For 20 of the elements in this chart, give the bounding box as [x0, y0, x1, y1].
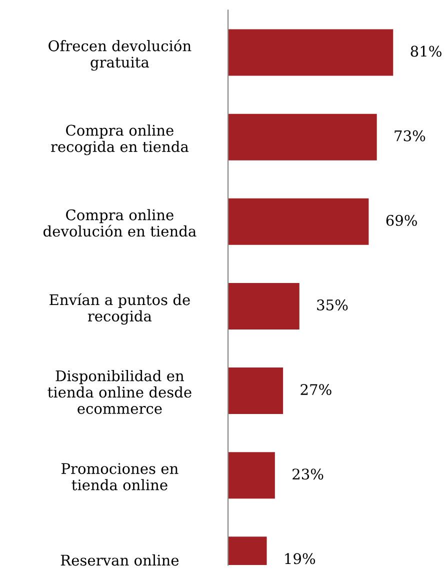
data-label: 35%: [317, 299, 348, 310]
y-tick-label: Compra online devolución en tienda: [43, 209, 196, 237]
data-label: 23%: [292, 468, 324, 480]
bar: [228, 452, 275, 499]
bar: [228, 368, 284, 414]
y-tick-label: Disponibilidad en tienda online desde ecommerce: [48, 370, 192, 414]
data-label: 27%: [300, 384, 332, 396]
bar: [228, 114, 377, 160]
data-label: 81%: [410, 46, 442, 57]
data-label: 69%: [386, 214, 417, 226]
data-label: 73%: [394, 130, 426, 142]
y-tick-label: Reservan online: [60, 554, 179, 566]
bar: [228, 282, 300, 330]
y-tick-label: Ofrecen devolución gratuita: [48, 39, 192, 71]
y-tick-label: Compra online recogida en tienda: [51, 124, 189, 156]
bar: [228, 29, 394, 76]
data-label: 19%: [285, 553, 316, 564]
y-tick-label: Promociones en tienda online: [62, 463, 178, 490]
y-tick-label: Envían a puntos de recogida: [50, 293, 190, 325]
bar: [228, 198, 369, 245]
